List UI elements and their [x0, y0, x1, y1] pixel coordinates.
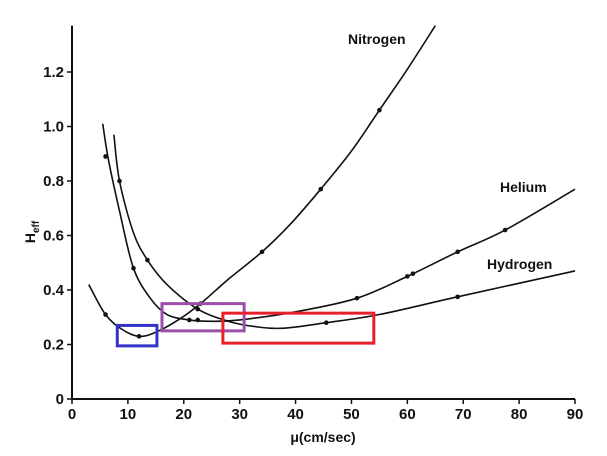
series-line-hydrogen: [113, 134, 576, 330]
series-label-hydrogen: Hydrogen: [487, 256, 552, 272]
data-point-hydrogen: [455, 294, 460, 300]
y-axis-label-main: H: [22, 233, 38, 243]
series-line-helium: [101, 123, 576, 323]
data-point-helium: [455, 249, 460, 255]
data-point-helium: [502, 227, 508, 233]
data-point-nitrogen: [259, 249, 265, 255]
x-tick-label: 20: [175, 406, 192, 423]
x-tick-label: 70: [455, 406, 472, 423]
x-tick-label: 40: [287, 406, 304, 423]
x-tick-label: 50: [343, 406, 360, 423]
x-tick-label: 0: [68, 406, 76, 423]
x-tick-label: 90: [567, 406, 584, 423]
data-point-nitrogen: [318, 186, 324, 192]
y-tick-label: 0: [56, 391, 64, 408]
series-label-nitrogen: Nitrogen: [348, 31, 406, 47]
series-line-nitrogen: [88, 25, 436, 338]
data-point-nitrogen: [136, 334, 142, 339]
y-tick-label: 0.8: [43, 173, 64, 190]
data-point-hydrogen: [117, 178, 122, 184]
y-tick-label: 1.0: [43, 119, 64, 136]
y-tick-label: 1.2: [43, 64, 64, 81]
axes: 0 10 20 30 40 50 60 70 80 90 0 0.2 0.4 0.6 0.8 1.0 1.2: [43, 25, 584, 423]
data-point-nitrogen: [377, 107, 382, 113]
data-point-helium: [354, 295, 360, 301]
data-point-helium: [187, 317, 192, 323]
highlight-box-3: [221, 311, 376, 345]
y-tick-label: 0.4: [43, 282, 65, 299]
svg-text:Heff: Heff: [22, 220, 42, 243]
y-axis-label-sub: eff: [31, 220, 42, 233]
data-point-hydrogen: [323, 320, 329, 326]
data-point-nitrogen: [103, 312, 108, 317]
x-tick-label: 80: [511, 406, 528, 423]
y-tick-label: 0.2: [43, 337, 64, 354]
y-tick-label: 0.6: [43, 228, 64, 245]
x-axis-label: μ(cm/sec): [290, 429, 355, 445]
y-axis-label: Heff: [22, 220, 42, 243]
data-point-helium: [410, 271, 416, 276]
x-tick-label: 30: [231, 406, 248, 423]
data-point-hydrogen: [195, 306, 201, 312]
data-point-hydrogen: [145, 257, 150, 263]
x-tick-label: 10: [120, 406, 137, 423]
series-layer: [88, 25, 576, 339]
highlight-box-1: [115, 323, 159, 348]
data-point-helium: [195, 317, 201, 323]
series-label-helium: Helium: [500, 179, 547, 195]
data-point-helium: [405, 274, 410, 279]
x-tick-label: 60: [399, 406, 416, 423]
data-point-helium: [131, 265, 136, 271]
annotation-layer: [115, 302, 376, 348]
highlight-box-2: [160, 302, 246, 333]
data-point-helium: [103, 154, 108, 159]
